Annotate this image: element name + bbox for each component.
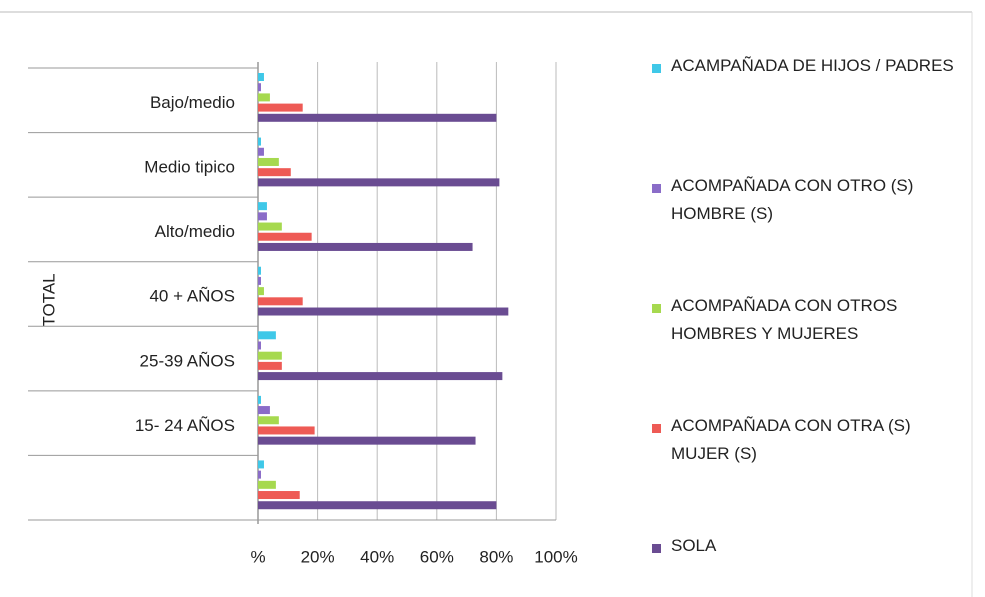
bar [258, 361, 282, 370]
legend-label: ACOMPAÑADA CON OTRO (S) HOMBRE (S) [671, 176, 914, 223]
bar [258, 242, 473, 251]
bar [258, 460, 264, 469]
bar [258, 395, 261, 404]
bar [258, 470, 261, 479]
bar [258, 266, 261, 275]
bar [258, 351, 282, 360]
x-tick-label: 40% [360, 547, 394, 566]
bar [258, 103, 303, 112]
bar [258, 287, 264, 296]
legend-entry: ACOMPAÑADA CON OTRO (S) HOMBRE (S) [652, 176, 972, 228]
bar [258, 436, 476, 445]
y-tick-label: 40 + AÑOS [149, 287, 235, 306]
legend-label: ACAMPAÑADA DE HIJOS / PADRES [671, 56, 954, 75]
bar [258, 168, 291, 177]
bar [258, 276, 261, 285]
bar [258, 406, 270, 415]
legend-label: ACOMPAÑADA CON OTROS HOMBRES Y MUJERES [671, 296, 898, 343]
bar [258, 297, 303, 306]
bar [258, 113, 497, 122]
legend-entry: ACOMPAÑADA CON OTRA (S) MUJER (S) [652, 416, 972, 468]
bar [258, 93, 270, 102]
legend-swatch [652, 544, 661, 553]
y-tick-label: Bajo/medio [150, 93, 235, 112]
x-tick-label: 80% [479, 547, 513, 566]
legend-swatch [652, 64, 661, 73]
legend-swatch [652, 304, 661, 313]
legend-entry: ACAMPAÑADA DE HIJOS / PADRES [652, 56, 972, 80]
legend-entry: ACOMPAÑADA CON OTROS HOMBRES Y MUJERES [652, 296, 972, 348]
bar [258, 331, 276, 340]
bar [258, 222, 282, 231]
bar [258, 372, 503, 381]
bar [258, 178, 500, 187]
y-tick-label: 15- 24 AÑOS [135, 416, 235, 435]
y-tick-label: 25-39 AÑOS [140, 351, 235, 370]
bar [258, 202, 267, 211]
legend-swatch [652, 184, 661, 193]
bar [258, 480, 276, 489]
x-tick-label: % [250, 547, 265, 566]
legend-label: ACOMPAÑADA CON OTRA (S) MUJER (S) [671, 416, 911, 463]
group-label: TOTAL [39, 273, 58, 326]
legend-swatch [652, 424, 661, 433]
legend-label: SOLA [671, 536, 717, 555]
bar [258, 501, 497, 510]
x-tick-label: 60% [420, 547, 454, 566]
bar [258, 137, 261, 146]
bar [258, 341, 261, 350]
bar [258, 83, 261, 92]
bar [258, 157, 279, 166]
bar [258, 491, 300, 500]
x-tick-label: 100% [534, 547, 577, 566]
bar [258, 307, 509, 316]
bar [258, 426, 315, 435]
bar [258, 416, 279, 425]
x-tick-label: 20% [301, 547, 335, 566]
legend-entry: SOLA [652, 536, 972, 560]
bar [258, 232, 312, 241]
bar [258, 212, 267, 221]
bar [258, 147, 264, 156]
y-tick-label: Alto/medio [155, 222, 235, 241]
bar [258, 73, 264, 81]
y-tick-label: Medio tipico [144, 158, 235, 177]
